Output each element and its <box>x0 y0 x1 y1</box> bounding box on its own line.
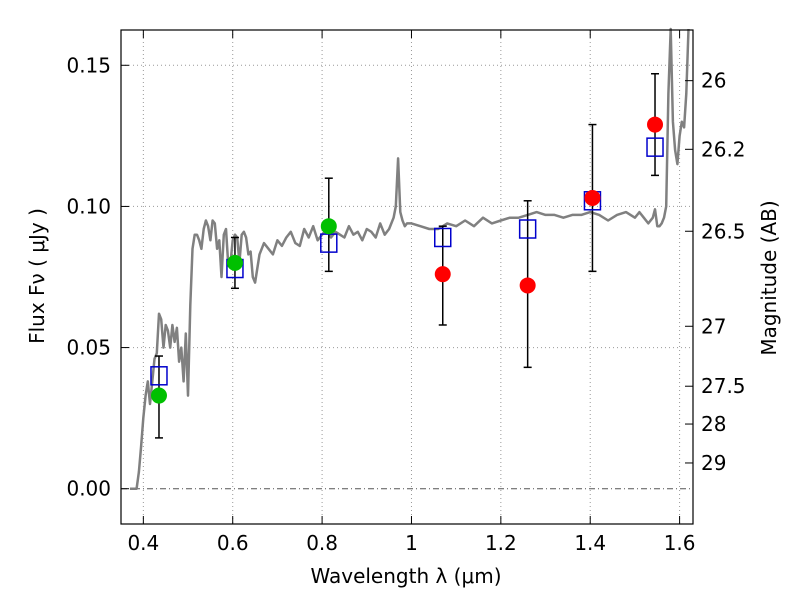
plot-frame <box>120 29 694 525</box>
right-tick-label: 27.5 <box>701 374 746 398</box>
right-tick-label: 28 <box>701 412 726 436</box>
y-tick-label: 0.15 <box>66 53 111 77</box>
observed-flux-point <box>647 116 664 133</box>
model-photometry-square <box>646 137 664 157</box>
x-tick-label: 0.8 <box>306 531 338 555</box>
observed-flux-point <box>226 254 243 271</box>
x-axis-title: Wavelength λ (μm) <box>310 564 501 588</box>
right-axis-title: Magnitude (AB) <box>757 200 781 355</box>
observed-flux-point <box>434 266 451 283</box>
grid-layer <box>121 30 693 524</box>
x-tick-label: 1 <box>405 531 418 555</box>
y-tick-label: 0.00 <box>66 477 111 501</box>
observed-flux-point <box>150 387 167 404</box>
x-tick-label: 1.2 <box>485 531 517 555</box>
observed-flux-point <box>320 218 337 235</box>
right-tick-label: 26.2 <box>701 137 746 161</box>
ticks-layer: 0.4 0.6 0.8 1 1.2 1.4 1.6 0.00 0.05 0.10 0.15 26 26.… <box>66 30 746 555</box>
y-tick-label: 0.05 <box>66 336 111 360</box>
x-tick-label: 1.4 <box>574 531 606 555</box>
right-tick-label: 26 <box>701 69 726 93</box>
right-tick-label: 27 <box>701 314 726 338</box>
model-photometry-square <box>518 219 537 239</box>
right-tick-label: 26.5 <box>701 219 746 243</box>
observed-flux-point <box>519 277 536 294</box>
model-photometry-square <box>434 227 452 248</box>
y-tick-label: 0.10 <box>66 194 111 218</box>
model-spectrum-layer <box>129 27 690 490</box>
model-photometry-square <box>150 366 168 386</box>
y-axis-title: Flux Fν ( μJy ) <box>25 208 49 344</box>
x-tick-label: 0.4 <box>127 531 159 555</box>
data-points-layer <box>150 73 664 439</box>
x-tick-label: 0.6 <box>217 531 249 555</box>
x-tick-label: 1.6 <box>664 531 696 555</box>
right-tick-label: 29 <box>701 451 726 475</box>
observed-flux-point <box>584 189 601 206</box>
model-spectrum-line <box>129 27 690 490</box>
